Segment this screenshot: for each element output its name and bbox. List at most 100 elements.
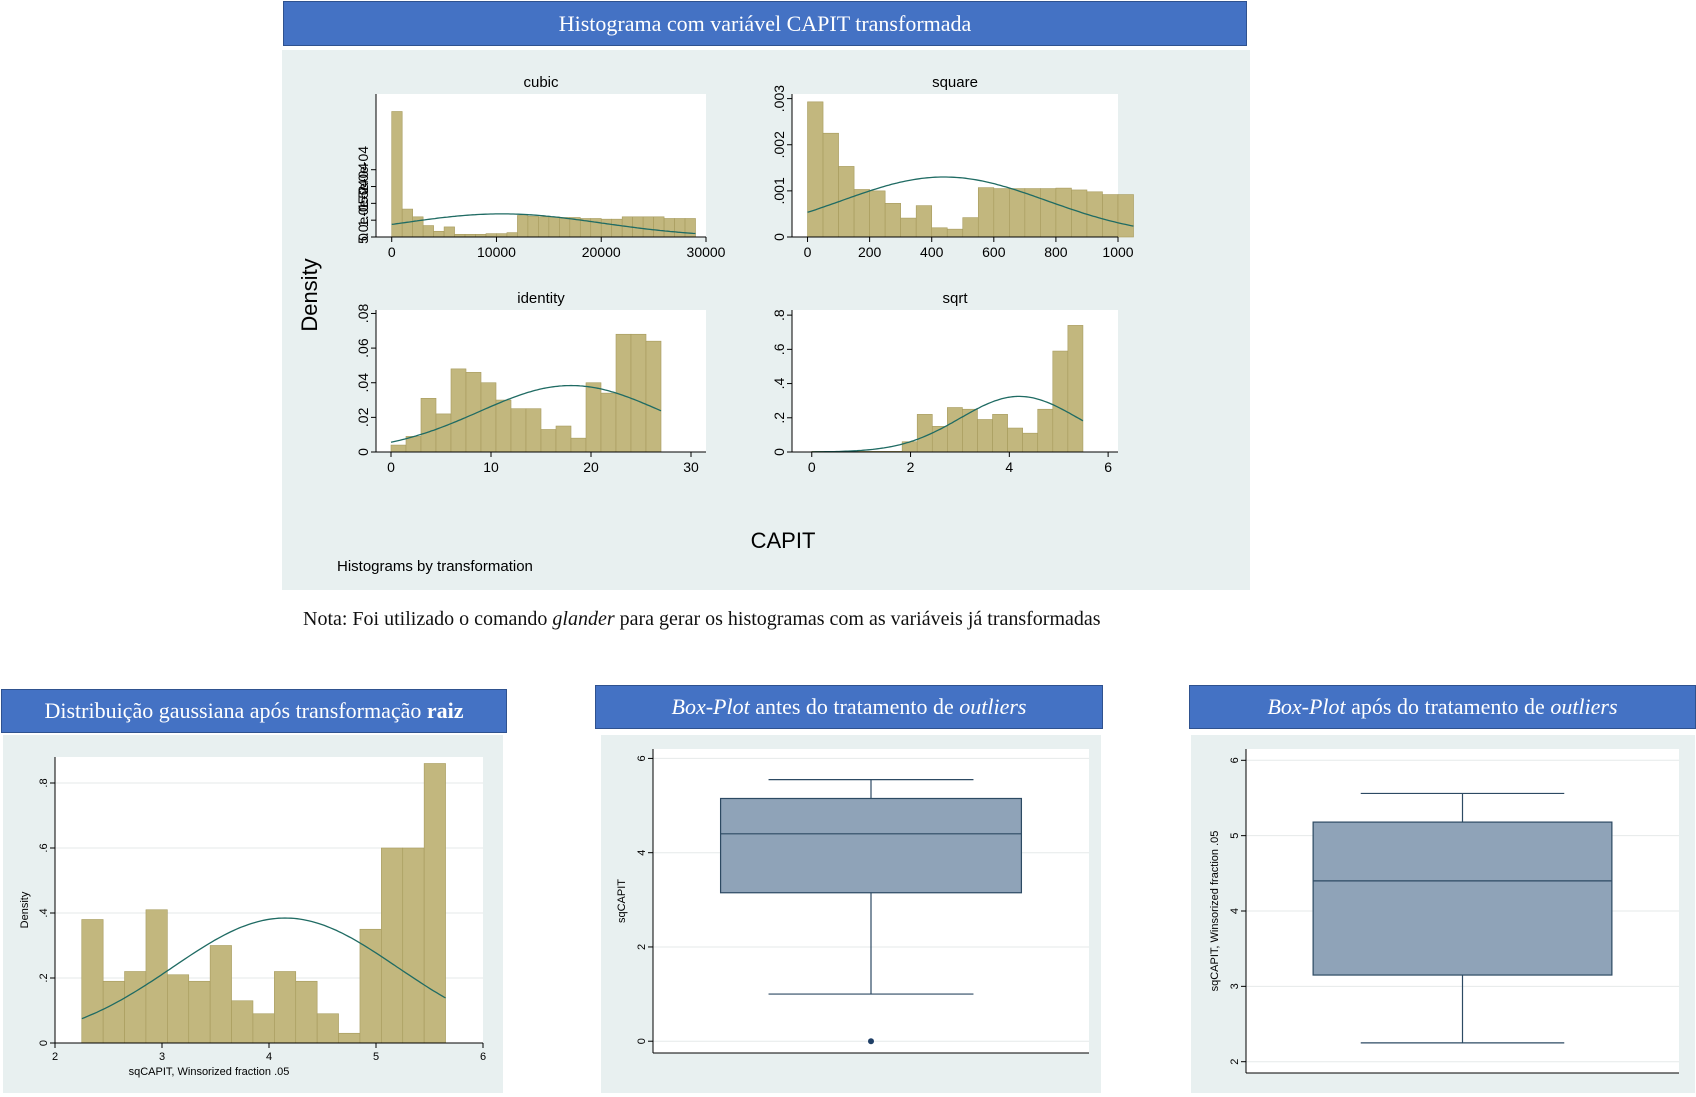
histogram-bar xyxy=(1040,188,1057,238)
normal-density-curve xyxy=(811,395,1084,453)
boxplot-before-title: Box-Plot antes do tratamento de outliers xyxy=(671,694,1027,719)
histogram-bar xyxy=(822,132,839,238)
y-tick-label: .2 xyxy=(38,973,50,982)
subplot-title: square xyxy=(932,74,978,91)
histogram-bar xyxy=(838,166,855,238)
y-tick-label: 0 xyxy=(355,233,371,241)
histogram-bar xyxy=(653,216,665,238)
histogram-bar xyxy=(1009,188,1026,238)
x-tick-label: 10 xyxy=(483,459,499,475)
x-tick-label: 20 xyxy=(583,459,599,475)
x-tick-label: 400 xyxy=(920,244,944,260)
boxplot-before-svg: 0 2 4 6 sqCAPIT xyxy=(616,749,1089,1054)
histogram-bar xyxy=(684,218,696,238)
subplot-title: cubic xyxy=(523,74,559,91)
histogram-bar xyxy=(359,928,382,1044)
histogram-bar xyxy=(480,382,497,453)
root-histogram-panel: 2 3 4 5 6 0 .2 .4 .6 .8 sqCAPIT, Winsorized fracti… xyxy=(3,735,503,1093)
interquartile-box xyxy=(1312,821,1613,976)
histogram-bar xyxy=(559,217,571,238)
boxplot-before-panel: 0 2 4 6 sqCAPIT xyxy=(601,735,1101,1093)
histogram-identity: 0 10 20 30 0 .02 .04 .06 .08 identity xyxy=(355,290,706,475)
x-tick-label: 6 xyxy=(1104,459,1112,475)
histogram-bar xyxy=(962,217,979,238)
histogram-bar xyxy=(977,419,993,453)
normal-density-curve xyxy=(807,176,1134,227)
histogram-bar xyxy=(1022,432,1039,453)
histogram-bar xyxy=(525,408,542,453)
histogram-bar xyxy=(423,763,446,1044)
histogram-bar xyxy=(433,230,445,238)
note: Nota: Foi utilizado o comando glander pa… xyxy=(303,608,1101,631)
histogram-bar xyxy=(391,111,403,238)
histogram-bar xyxy=(1102,194,1119,238)
histogram-bar xyxy=(517,215,529,238)
histogram-bar xyxy=(450,368,467,453)
boxplot-before-title-banner: Box-Plot antes do tratamento de outliers xyxy=(595,685,1103,729)
y-tick-label: 0 xyxy=(771,448,787,456)
histogram-bar xyxy=(381,847,404,1044)
shared-y-axis-label: Density xyxy=(297,258,322,331)
histogram-bar xyxy=(1117,194,1134,238)
top-chart-title-banner: Histograma com variável CAPIT transforma… xyxy=(283,1,1247,46)
histogram-bar xyxy=(946,228,964,238)
histogram-bar xyxy=(663,218,675,238)
x-tick-label: 1000 xyxy=(1102,244,1133,260)
histogram-bar xyxy=(124,971,147,1044)
histogram-bar xyxy=(538,216,550,238)
histogram-bar xyxy=(642,216,654,238)
histogram-bar xyxy=(102,980,125,1044)
histogram-bar xyxy=(443,226,455,238)
x-tick-label: 4 xyxy=(266,1051,272,1063)
histogram-bar xyxy=(585,382,602,453)
histogram-square: 0 200 400 600 800 1000 0 .001 .002 .003 square xyxy=(771,74,1134,260)
histogram-bar xyxy=(931,426,948,453)
y-tick-label: 0 xyxy=(355,448,371,456)
note-prefix: Nota: Foi utilizado o comando xyxy=(303,608,553,630)
shared-x-axis-label: CAPIT xyxy=(751,528,816,553)
y-tick-label: .4 xyxy=(771,378,787,390)
y-tick-label: 2 xyxy=(1229,1059,1241,1065)
histogram-bar xyxy=(252,1013,275,1044)
histogram-bar xyxy=(674,218,686,238)
x-tick-label: 3 xyxy=(159,1051,165,1063)
normal-density-curve xyxy=(81,917,446,1020)
y-tick-label: .4 xyxy=(38,908,50,917)
outlier-point xyxy=(868,1038,874,1045)
histogram-bar xyxy=(402,847,425,1044)
boxplot-after-title-banner: Box-Plot após do tratamento de outliers xyxy=(1189,685,1696,729)
histogram-bar xyxy=(600,392,617,453)
y-tick-label: 4 xyxy=(1229,908,1241,914)
histogram-bar xyxy=(900,217,917,238)
y-tick-label: .8 xyxy=(771,309,787,321)
histogram-bar xyxy=(916,414,933,453)
histogram-bar xyxy=(209,945,232,1044)
note-command: glander xyxy=(552,608,615,630)
y-axis-label: sqCAPIT xyxy=(616,879,628,923)
y-tick-label: .06 xyxy=(355,338,371,358)
x-tick-label: 2 xyxy=(52,1051,58,1063)
y-tick-label: .8 xyxy=(38,778,50,787)
y-tick-label: 1.5e-04 xyxy=(355,163,371,211)
top-chart-title: Histograma com variável CAPIT transforma… xyxy=(558,10,972,36)
histogram-bar xyxy=(630,333,647,453)
x-tick-label: 30000 xyxy=(687,244,726,260)
histogram-bar xyxy=(435,413,452,453)
x-tick-label: 0 xyxy=(804,244,812,260)
histogram-bar xyxy=(540,429,557,453)
note-suffix: para gerar os histogramas com as variáve… xyxy=(614,608,1101,630)
boxplot-before: 0 2 4 6 sqCAPIT xyxy=(616,749,1089,1054)
histogram-bar xyxy=(527,215,539,238)
x-tick-label: 0 xyxy=(808,459,816,475)
x-tick-label: 30 xyxy=(683,459,699,475)
y-tick-label: 3 xyxy=(1229,983,1241,989)
x-tick-label: 0 xyxy=(388,244,396,260)
y-tick-label: 5.0e-05 xyxy=(355,196,371,244)
histogram-bar xyxy=(496,233,508,238)
y-tick-label: .04 xyxy=(355,373,371,393)
x-tick-label: 0 xyxy=(387,459,395,475)
histogram-cubic: 0 10000 20000 3000005.0e-051.0e-041.5e-042.… xyxy=(355,74,726,260)
histograms-caption: Histograms by transformation xyxy=(337,558,533,575)
y-tick-label: 2.0e-04 xyxy=(355,146,371,194)
x-axis-label: sqCAPIT, Winsorized fraction .05 xyxy=(129,1066,290,1078)
